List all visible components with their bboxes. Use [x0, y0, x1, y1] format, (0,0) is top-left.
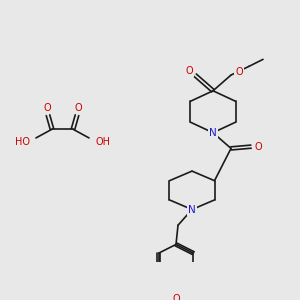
- Text: N: N: [188, 205, 196, 214]
- Text: O: O: [74, 103, 82, 113]
- Text: HO: HO: [15, 137, 30, 147]
- Text: N: N: [209, 128, 217, 138]
- Text: O: O: [43, 103, 51, 113]
- Text: O: O: [185, 66, 193, 76]
- Text: O: O: [235, 67, 243, 76]
- Text: O: O: [254, 142, 262, 152]
- Text: O: O: [172, 294, 180, 300]
- Text: OH: OH: [95, 137, 110, 147]
